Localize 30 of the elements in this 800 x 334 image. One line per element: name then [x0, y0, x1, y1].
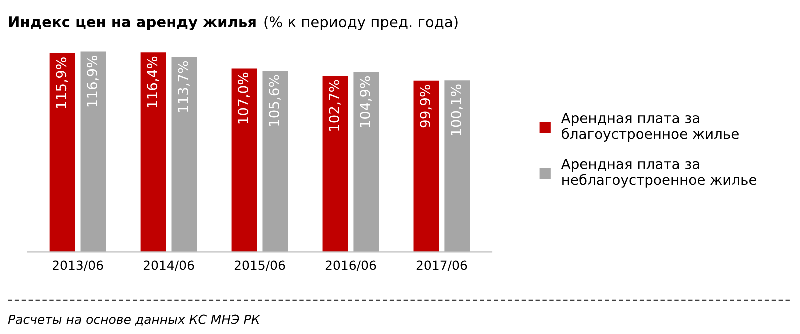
- data-label: 107,0%: [238, 72, 250, 124]
- data-label: 113,7%: [178, 61, 190, 112]
- data-label: 100,1%: [450, 84, 463, 136]
- bar: [172, 57, 198, 252]
- bar: [50, 53, 76, 252]
- legend-label: Арендная плата за неблагоустроенное жилье: [561, 159, 757, 188]
- legend-label: Арендная плата за благоустроенное жилье: [561, 113, 739, 142]
- bar: [444, 80, 470, 252]
- data-label: 105,6%: [268, 75, 281, 126]
- data-label: 104,9%: [360, 76, 372, 128]
- x-tick-label: 2017/06: [416, 260, 468, 272]
- x-tick-label: 2014/06: [144, 260, 194, 272]
- chart-subtitle: (% к периоду пред. года): [264, 16, 458, 30]
- data-label: 115,9%: [56, 58, 68, 108]
- bar: [80, 52, 106, 252]
- data-label: 102,7%: [329, 80, 341, 131]
- bar: [140, 52, 166, 252]
- data-label: 99,9%: [420, 85, 432, 128]
- bar: [322, 76, 348, 252]
- bar: [262, 71, 288, 252]
- text: Расчеты на основе данных КС МНЭ РК: [8, 314, 261, 326]
- x-tick-label: 2016/06: [326, 260, 376, 272]
- chart-title: Индекс цен на аренду жилья: [9, 16, 256, 30]
- bar: [354, 72, 380, 252]
- x-tick-label: 2015/06: [234, 260, 286, 272]
- data-label: 116,9%: [87, 56, 99, 107]
- bar: [414, 80, 440, 252]
- x-tick-label: 2013/06: [52, 260, 104, 272]
- bar: [232, 68, 258, 252]
- data-label: 116,4%: [147, 56, 159, 108]
